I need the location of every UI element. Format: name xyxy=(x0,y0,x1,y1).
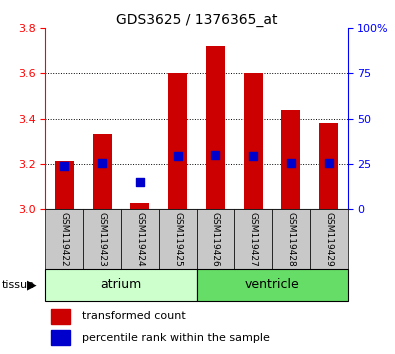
Text: tissue: tissue xyxy=(2,280,35,290)
Bar xyxy=(121,209,159,269)
Text: ▶: ▶ xyxy=(27,279,36,291)
Text: percentile rank within the sample: percentile rank within the sample xyxy=(82,332,269,343)
Point xyxy=(61,163,68,169)
Bar xyxy=(130,203,149,209)
Point xyxy=(175,153,181,159)
Text: GSM119423: GSM119423 xyxy=(98,212,107,266)
Bar xyxy=(93,135,111,209)
Text: GSM119427: GSM119427 xyxy=(249,212,258,266)
Bar xyxy=(45,269,197,301)
Point xyxy=(250,153,256,159)
Text: GSM119429: GSM119429 xyxy=(324,212,333,266)
Point xyxy=(212,152,218,158)
Bar xyxy=(310,209,348,269)
Title: GDS3625 / 1376365_at: GDS3625 / 1376365_at xyxy=(116,13,277,27)
Bar xyxy=(197,209,234,269)
Point xyxy=(325,160,332,165)
Text: atrium: atrium xyxy=(100,279,141,291)
Bar xyxy=(319,123,338,209)
Text: ventricle: ventricle xyxy=(245,279,299,291)
Bar xyxy=(55,161,74,209)
Bar xyxy=(159,209,197,269)
Bar xyxy=(272,209,310,269)
Bar xyxy=(45,209,83,269)
Text: GSM119425: GSM119425 xyxy=(173,212,182,266)
Bar xyxy=(168,74,187,209)
Text: GSM119426: GSM119426 xyxy=(211,212,220,266)
Point xyxy=(99,160,105,165)
Point xyxy=(137,179,143,185)
Text: GSM119428: GSM119428 xyxy=(286,212,295,266)
Point xyxy=(288,160,294,165)
Bar xyxy=(197,269,348,301)
Bar xyxy=(234,209,272,269)
Text: GSM119422: GSM119422 xyxy=(60,212,69,266)
Bar xyxy=(83,209,121,269)
Bar xyxy=(206,46,225,209)
Bar xyxy=(282,110,300,209)
Bar xyxy=(51,330,70,345)
Bar xyxy=(244,74,263,209)
Bar xyxy=(51,309,70,324)
Text: GSM119424: GSM119424 xyxy=(135,212,144,266)
Text: transformed count: transformed count xyxy=(82,311,185,321)
